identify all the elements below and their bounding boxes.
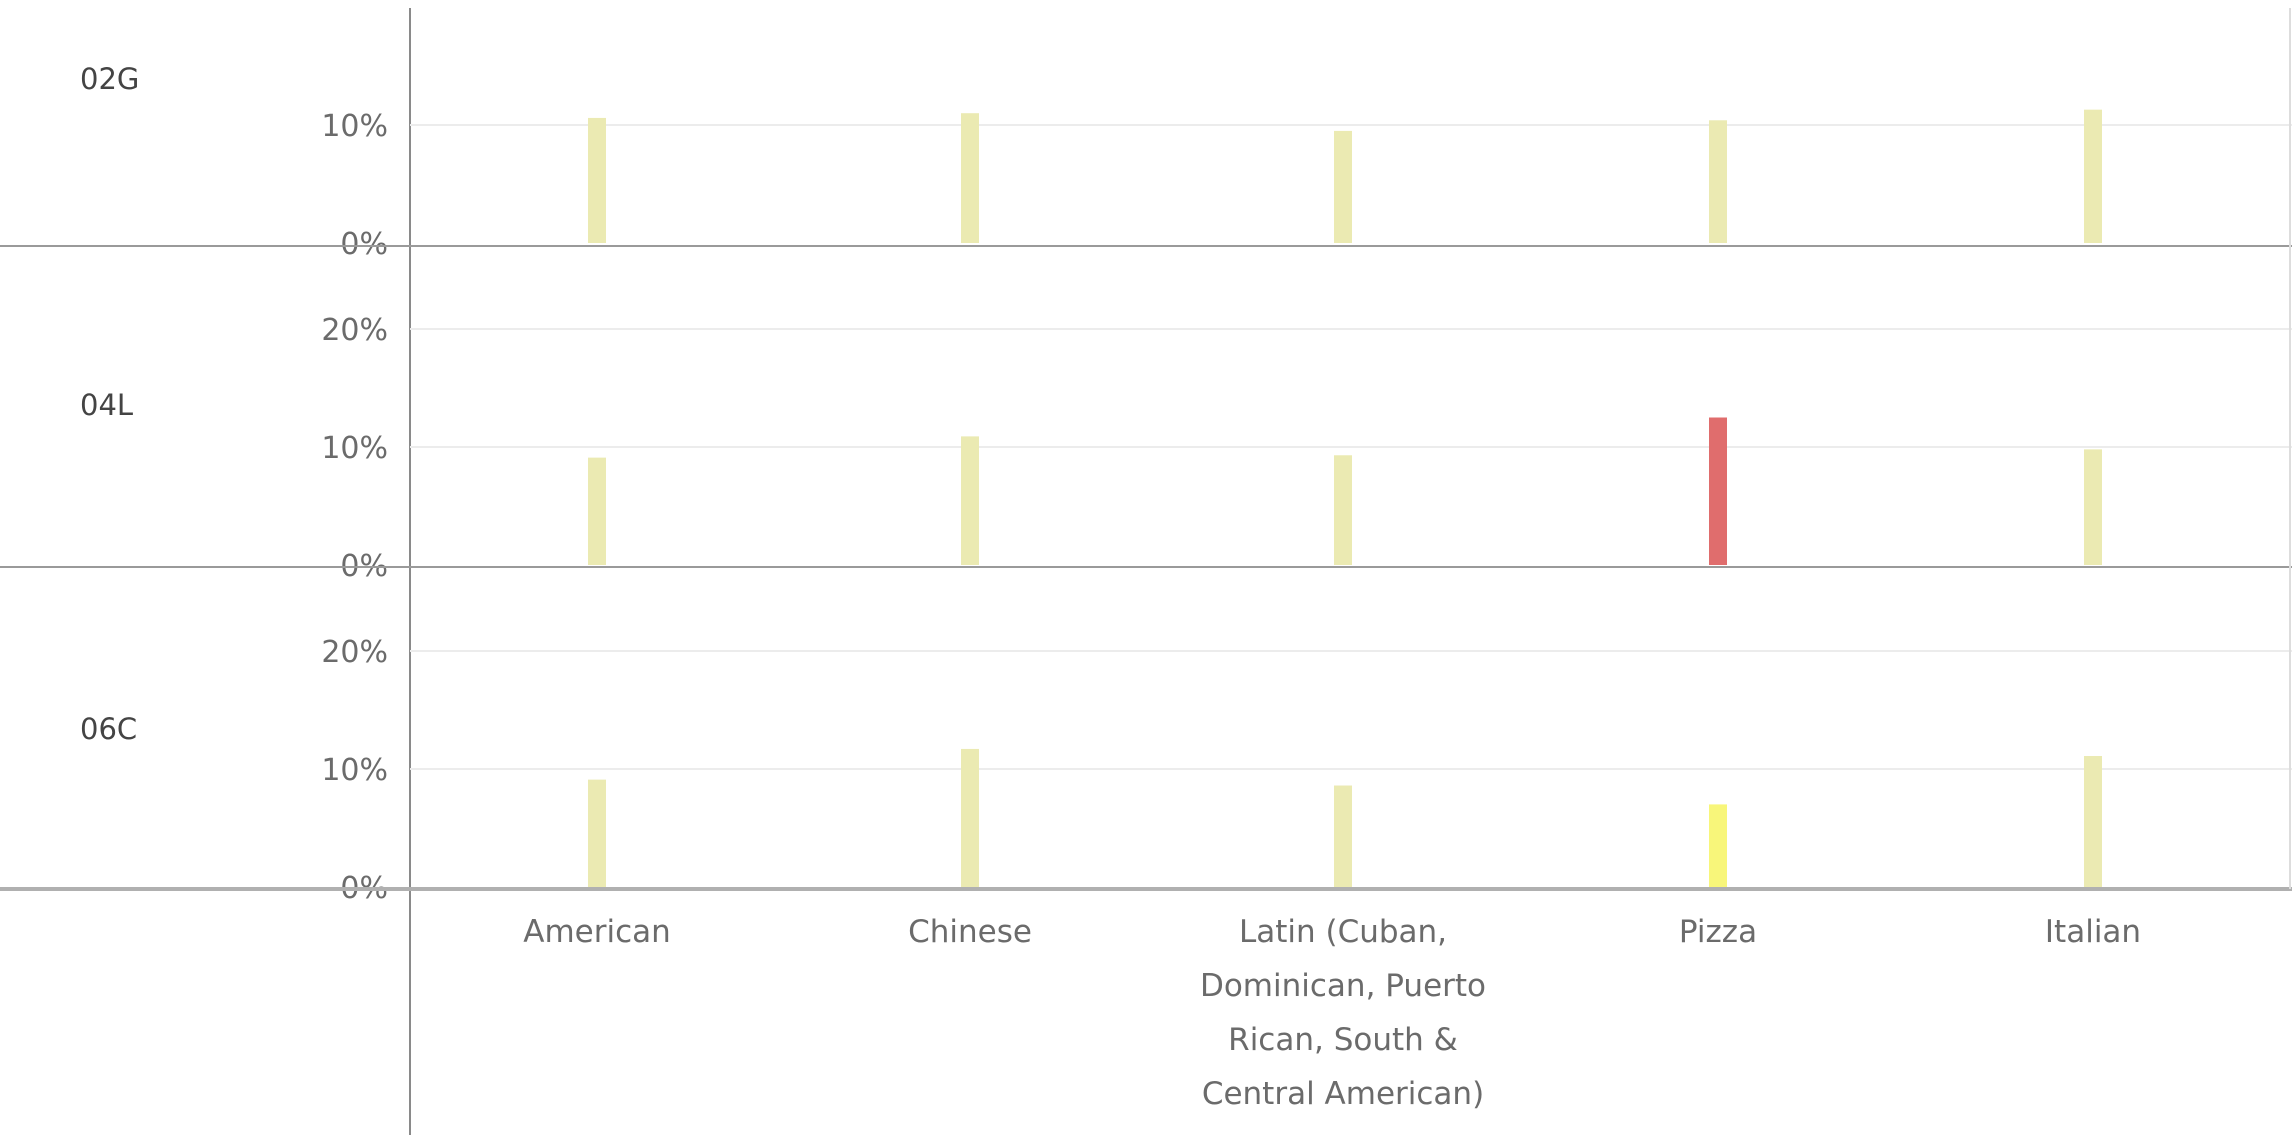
category-label-latin-cuban-dominican-puerto-rican-south-central-american-line-3: Rican, South & (1228, 1022, 1458, 1058)
tick-label-04l-10: 10% (321, 431, 388, 466)
bar-06c-italian (2084, 756, 2102, 887)
category-label-latin-cuban-dominican-puerto-rican-south-central-american-line-1: Latin (Cuban, (1239, 914, 1447, 950)
category-label-pizza: Pizza (1679, 914, 1757, 950)
bar-02g-chinese (961, 113, 979, 243)
bar-04l-chinese (961, 436, 979, 565)
row-label-02g: 02G (80, 62, 140, 96)
bar-04l-latin-cuban-dominican-puerto-rican-south-central-american (1334, 455, 1352, 565)
tick-label-02g-0: 0% (340, 227, 388, 262)
category-label-latin-cuban-dominican-puerto-rican-south-central-american-line-4: Central American) (1202, 1076, 1484, 1112)
tick-label-04l-20: 20% (321, 313, 388, 348)
tick-label-02g-10: 10% (321, 109, 388, 144)
bar-06c-american (588, 779, 606, 887)
bar-02g-latin-cuban-dominican-puerto-rican-south-central-american (1334, 130, 1352, 243)
tick-label-06c-10: 10% (321, 753, 388, 788)
row-label-04l: 04L (80, 388, 134, 422)
tick-label-06c-20: 20% (321, 635, 388, 670)
bar-02g-pizza (1709, 120, 1727, 243)
bar-02g-american (588, 117, 606, 243)
bar-02g-italian (2084, 109, 2102, 243)
bar-06c-chinese (961, 748, 979, 887)
category-label-american: American (523, 914, 671, 950)
row-label-06c: 06C (80, 712, 138, 746)
category-label-italian: Italian (2045, 914, 2141, 950)
category-label-chinese: Chinese (908, 914, 1032, 950)
bar-04l-italian (2084, 449, 2102, 565)
bar-04l-pizza (1709, 417, 1727, 565)
bar-04l-american (588, 457, 606, 565)
category-label-latin-cuban-dominican-puerto-rican-south-central-american-line-2: Dominican, Puerto (1200, 968, 1486, 1004)
bar-06c-pizza (1709, 804, 1727, 887)
bar-06c-latin-cuban-dominican-puerto-rican-south-central-american (1334, 785, 1352, 887)
